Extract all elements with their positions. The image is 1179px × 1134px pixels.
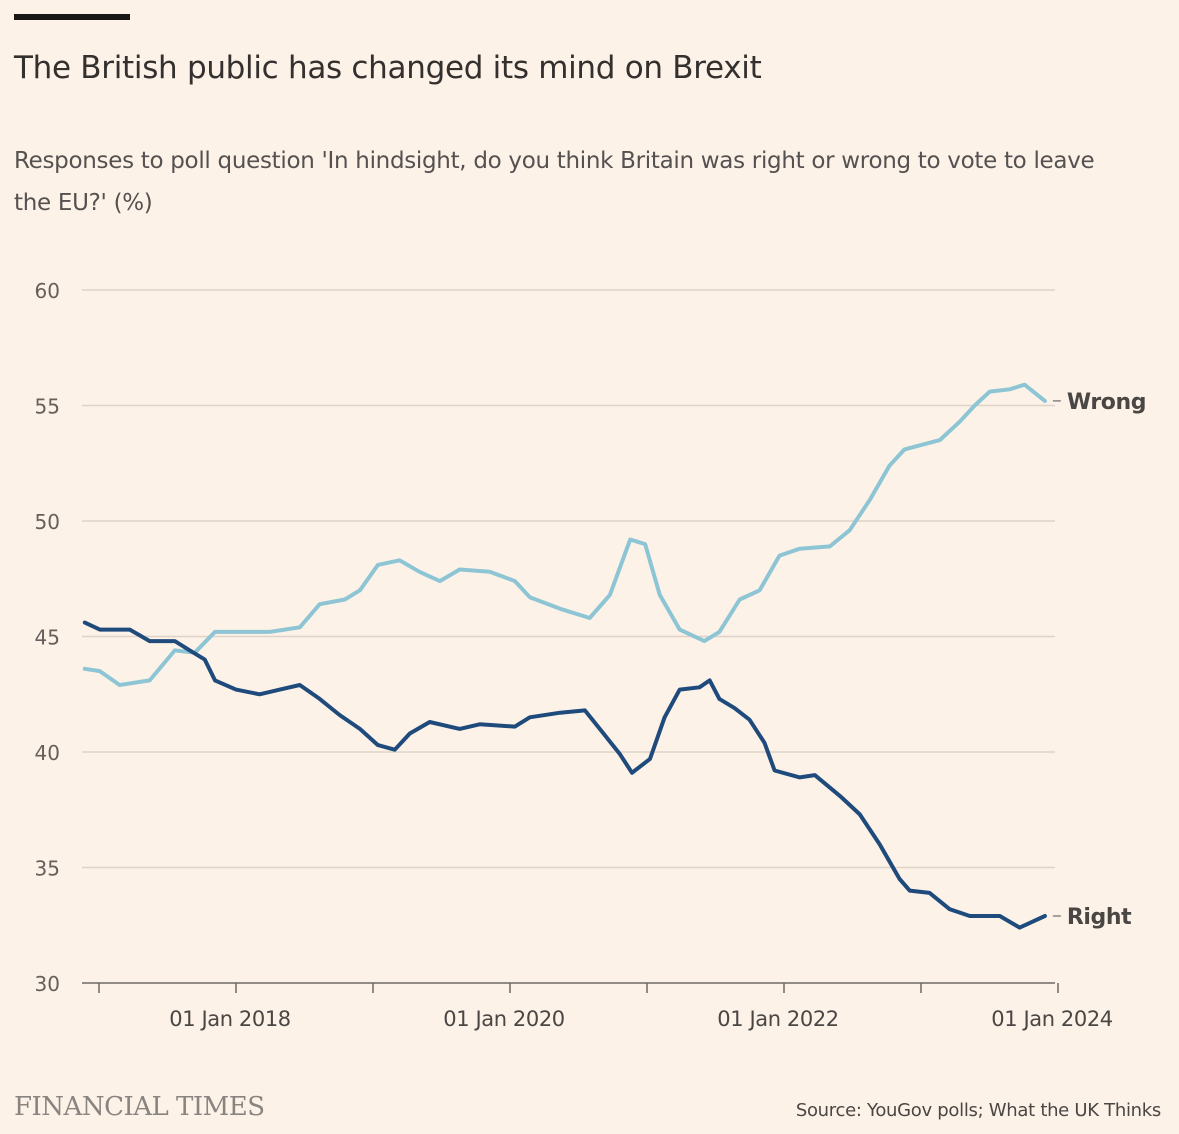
source-note: Source: YouGov polls; What the UK Thinks xyxy=(795,1100,1161,1121)
series-line-right xyxy=(82,620,1047,930)
y-tick-label: 55 xyxy=(35,395,60,419)
x-tick-label: 01 Jan 2022 xyxy=(717,1007,839,1031)
header-rule xyxy=(14,14,130,20)
x-tick-label: 01 Jan 2020 xyxy=(443,1007,565,1031)
series-label-wrong: Wrong xyxy=(1067,390,1146,415)
brand-logo: FINANCIAL TIMES xyxy=(14,1092,265,1122)
y-tick-label: 45 xyxy=(35,626,60,650)
chart-title: The British public has changed its mind … xyxy=(14,50,762,86)
y-tick-label: 60 xyxy=(35,279,60,303)
series-line-wrong xyxy=(82,382,1047,687)
y-tick-label: 30 xyxy=(35,972,60,996)
y-tick-label: 35 xyxy=(35,857,60,881)
y-tick-label: 40 xyxy=(35,741,60,765)
x-tick-label: 01 Jan 2018 xyxy=(169,1007,291,1031)
y-tick-label: 50 xyxy=(35,510,60,534)
series-label-right: Right xyxy=(1067,905,1132,930)
x-tick-label: 01 Jan 2024 xyxy=(991,1007,1113,1031)
chart-subtitle: Responses to poll question 'In hindsight… xyxy=(14,148,1095,216)
